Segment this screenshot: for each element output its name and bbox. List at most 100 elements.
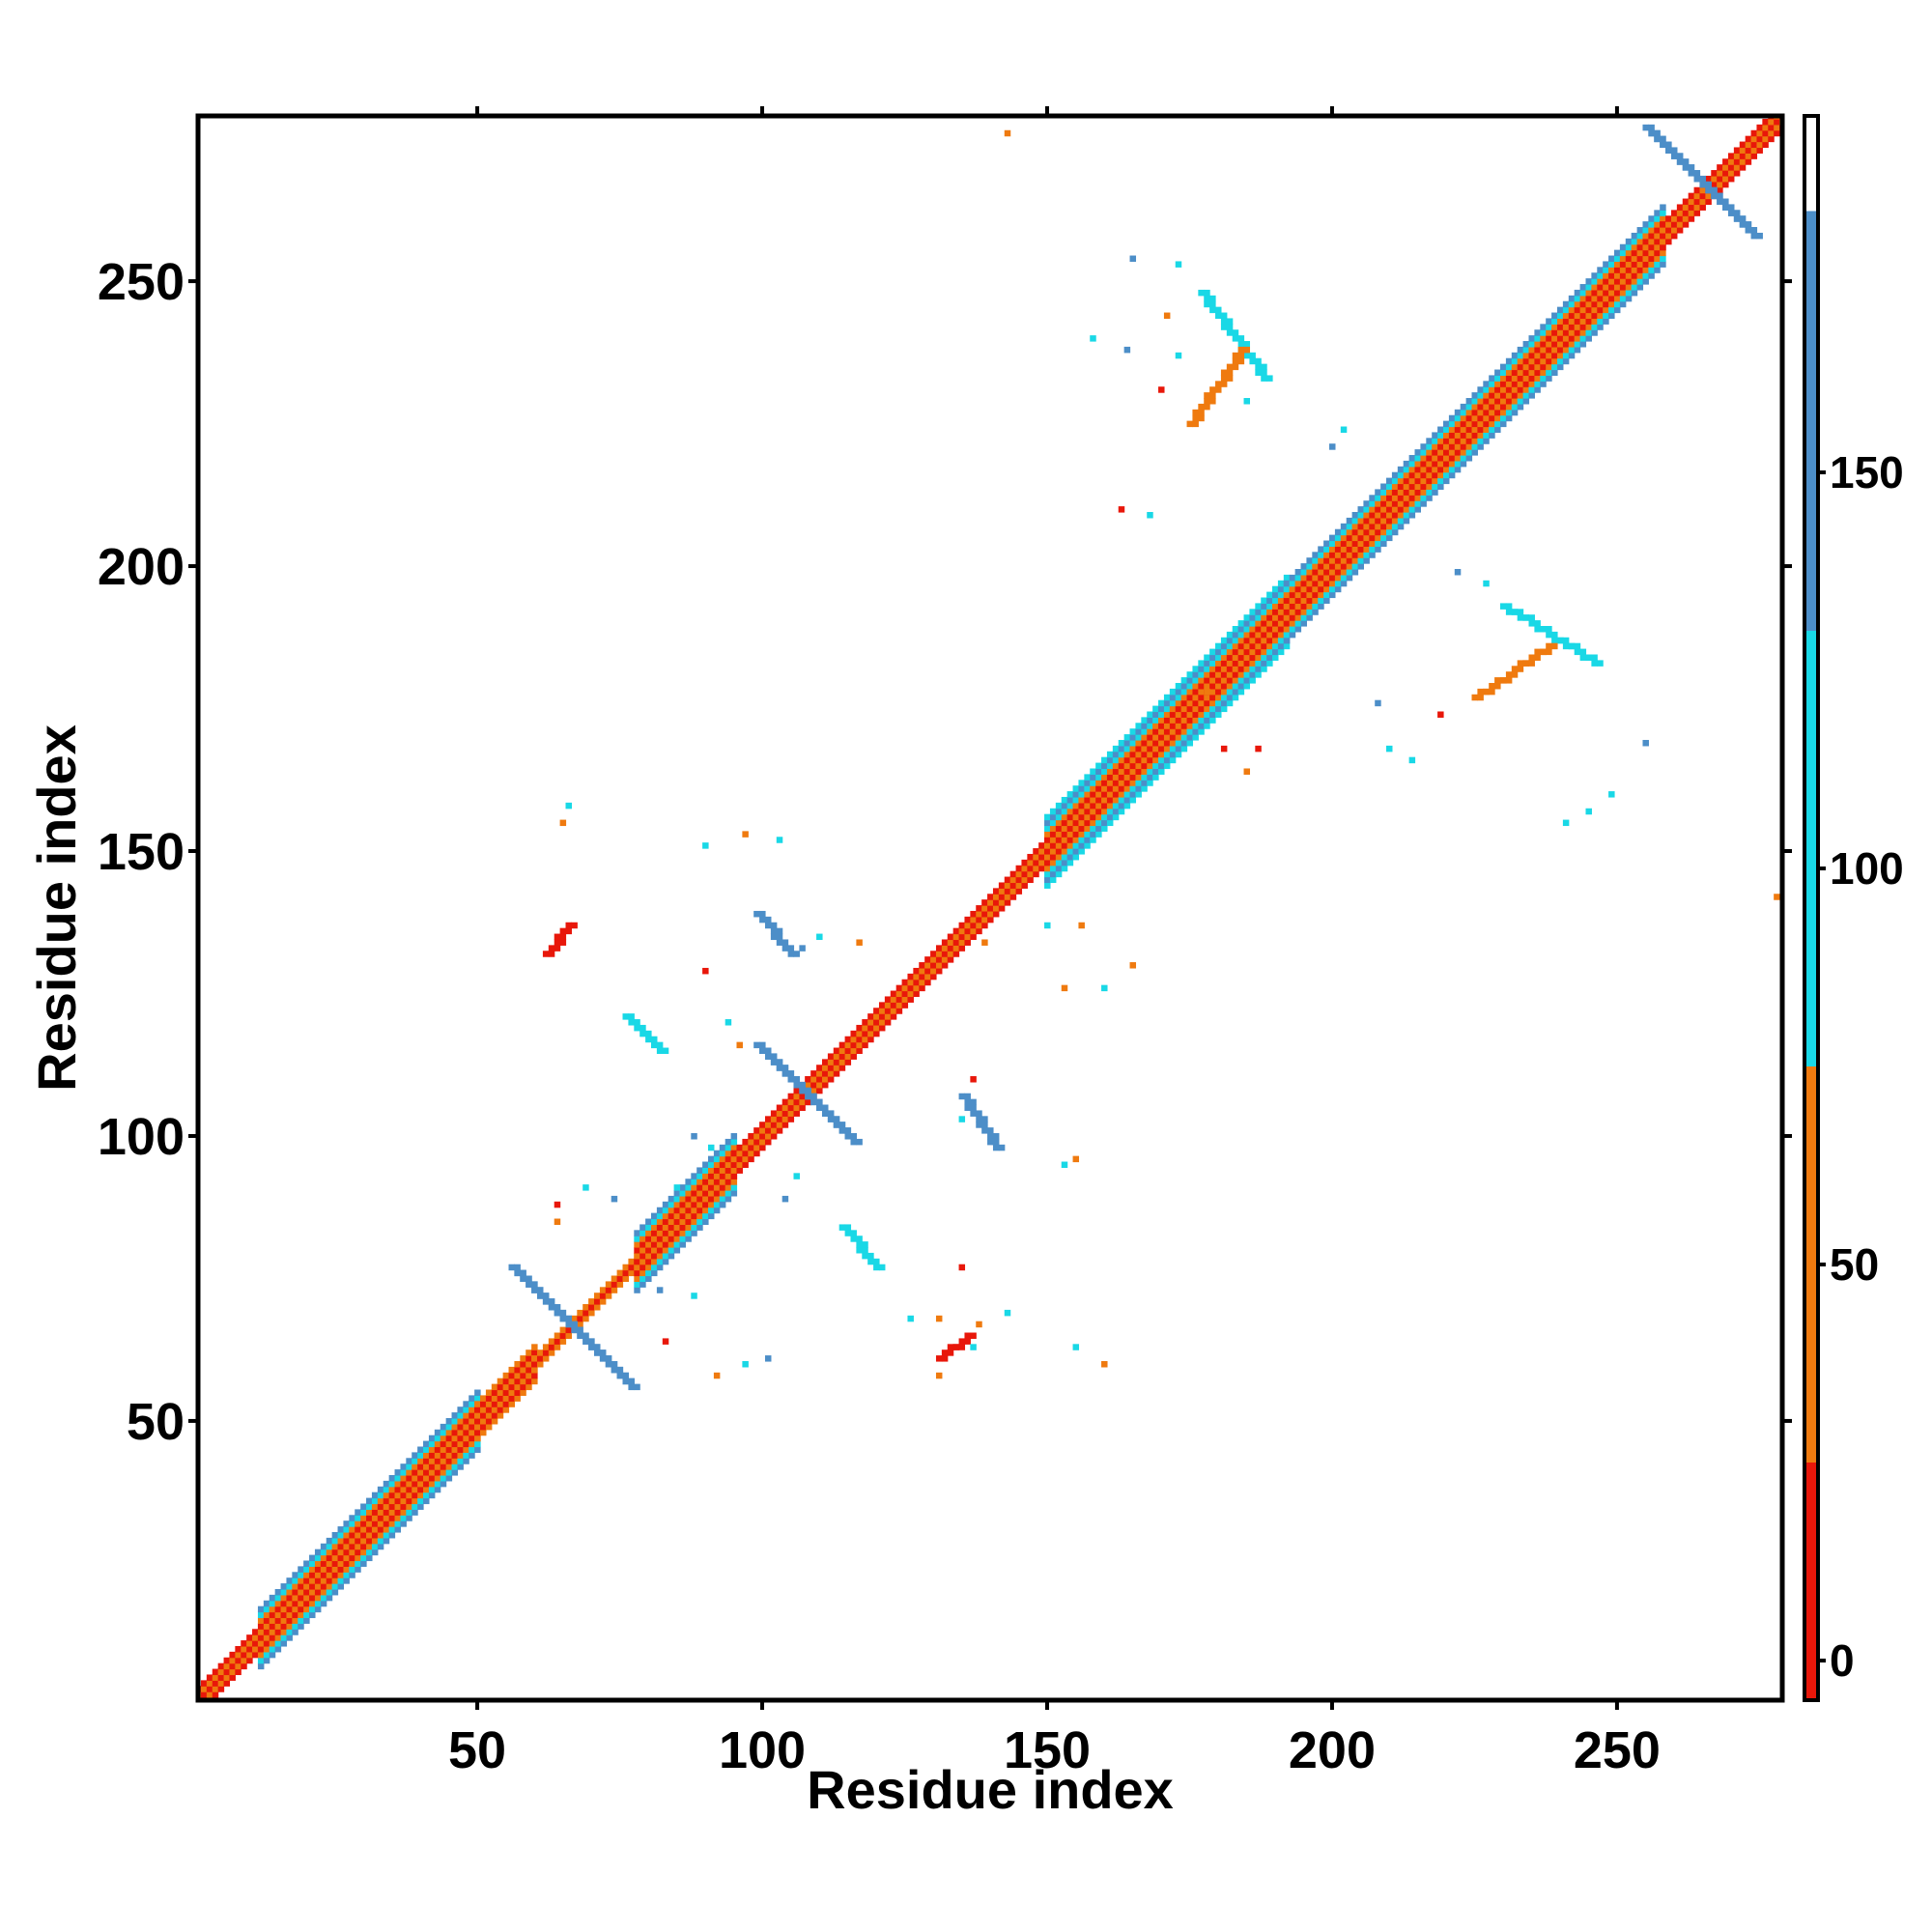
diagonal-cell [856, 1024, 863, 1032]
diagonal-cell [1579, 335, 1587, 342]
diagonal-cell [941, 956, 949, 963]
diagonal-cell [1123, 785, 1131, 792]
diagonal-cell [1129, 791, 1137, 798]
diagonal-cell [992, 888, 1000, 895]
contact-cell [753, 910, 760, 918]
diagonal-cell [1283, 603, 1291, 610]
diagonal-cell [309, 1577, 316, 1584]
diagonal-cell [1426, 455, 1433, 462]
diagonal-cell [1426, 466, 1433, 473]
diagonal-cell [1084, 791, 1091, 798]
diagonal-cell [1061, 808, 1068, 815]
diagonal-cell [497, 1412, 504, 1419]
diagonal-cell [668, 1247, 675, 1254]
contact-cell [1204, 300, 1210, 308]
diagonal-cell [1477, 438, 1484, 444]
diagonal-cell [355, 1526, 361, 1533]
diagonal-cell [1072, 796, 1080, 804]
diagonal-cell [878, 1019, 886, 1026]
diagonal-cell [1180, 739, 1188, 747]
diagonal-cell [1682, 204, 1690, 211]
contact-cell [1682, 158, 1690, 165]
diagonal-cell [383, 1537, 390, 1545]
diagonal-cell [1676, 215, 1684, 222]
diagonal-cell [360, 1537, 367, 1545]
diagonal-cell [1266, 654, 1273, 661]
diagonal-cell [1135, 723, 1142, 729]
diagonal-cell [742, 1138, 749, 1146]
diagonal-cell [1226, 682, 1234, 690]
diagonal-cell [1528, 381, 1535, 387]
diagonal-cell [1318, 563, 1324, 570]
diagonal-cell [753, 1144, 760, 1151]
contact-cell [805, 1093, 811, 1100]
diagonal-cell [736, 1167, 743, 1174]
contact-point [1101, 984, 1108, 992]
diagonal-cell [520, 1372, 526, 1379]
contact-cell [1648, 124, 1655, 131]
contact-cell [1705, 181, 1712, 188]
diagonal-cell [1266, 631, 1273, 639]
contact-cell [793, 1076, 800, 1083]
diagonal-cell [320, 1577, 327, 1584]
diagonal-cell [355, 1537, 361, 1545]
diagonal-cell [730, 1179, 738, 1185]
diagonal-cell [1277, 637, 1285, 644]
diagonal-cell [1540, 381, 1547, 387]
contact-cell [1494, 682, 1501, 690]
contact-cell [759, 916, 766, 923]
diagonal-cell [457, 1435, 464, 1442]
diagonal-cell [1095, 768, 1102, 775]
contact-cell [1209, 392, 1216, 399]
contact-cell [1500, 603, 1507, 610]
contact-cell [1261, 375, 1267, 382]
diagonal-cell [987, 894, 994, 900]
diagonal-cell [713, 1201, 721, 1208]
diagonal-cell [1334, 528, 1342, 536]
diagonal-cell [1500, 381, 1507, 387]
diagonal-cell [269, 1651, 276, 1659]
diagonal-cell [742, 1155, 749, 1163]
diagonal-cell [634, 1264, 640, 1271]
diagonal-cell [1346, 557, 1353, 564]
diagonal-cell [1294, 620, 1302, 627]
diagonal-cell [463, 1429, 469, 1436]
diagonal-cell [360, 1560, 367, 1567]
contact-cell [1477, 694, 1484, 701]
diagonal-cell [1745, 135, 1752, 143]
diagonal-cell [1033, 870, 1039, 878]
diagonal-cell [1061, 813, 1068, 821]
diagonal-cell [1078, 791, 1085, 798]
diagonal-cell [645, 1252, 652, 1260]
diagonal-cell [412, 1492, 418, 1499]
diagonal-cell [645, 1241, 652, 1248]
diagonal-cell [349, 1537, 355, 1545]
diagonal-cell [200, 1686, 208, 1692]
diagonal-cell [634, 1281, 640, 1288]
contact-cell [793, 951, 800, 957]
diagonal-cell [1249, 620, 1256, 627]
contact-cell [1198, 403, 1205, 411]
diagonal-cell [1243, 654, 1251, 661]
diagonal-cell [1152, 723, 1159, 729]
diagonal-cell [976, 905, 982, 912]
diagonal-cell [1522, 392, 1530, 399]
diagonal-cell [1443, 477, 1450, 485]
diagonal-cell [1226, 677, 1234, 684]
diagonal-cell [1215, 671, 1222, 678]
diagonal-cell [298, 1566, 304, 1573]
diagonal-cell [1192, 728, 1199, 735]
diagonal-cell [326, 1560, 333, 1567]
diagonal-cell [895, 990, 903, 998]
diagonal-cell [1682, 198, 1690, 206]
diagonal-cell [440, 1440, 447, 1448]
diagonal-cell [320, 1572, 327, 1578]
diagonal-cell [821, 1081, 829, 1089]
diagonal-cell [1351, 563, 1359, 570]
diagonal-cell [343, 1577, 350, 1584]
diagonal-cell [1660, 249, 1666, 257]
diagonal-cell [1619, 267, 1627, 273]
diagonal-cell [1437, 460, 1444, 468]
diagonal-cell [1215, 666, 1222, 672]
diagonal-cell [1722, 170, 1729, 177]
